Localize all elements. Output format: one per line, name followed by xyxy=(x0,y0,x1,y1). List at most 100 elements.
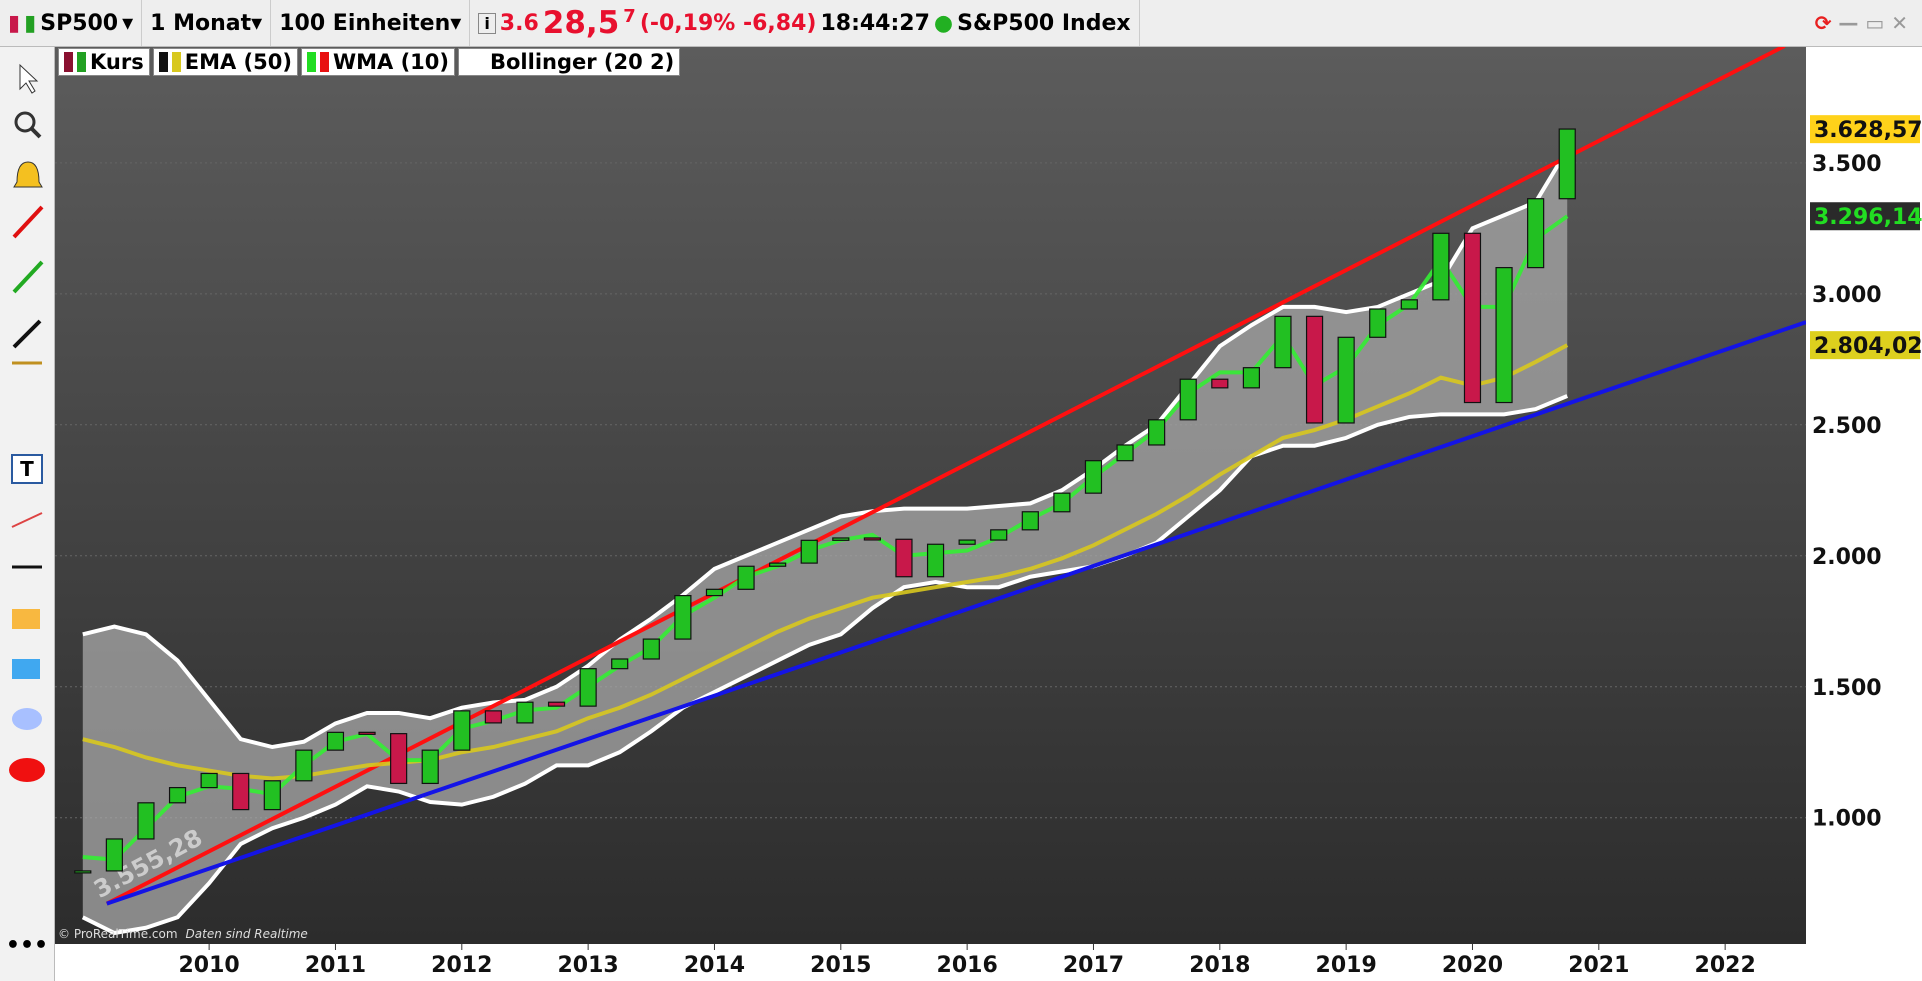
x-tick-label: 2021 xyxy=(1568,953,1629,978)
legend-item[interactable]: Kurs xyxy=(58,48,150,76)
footer-copyright: © ProRealTime.com xyxy=(58,927,178,941)
candle xyxy=(1558,128,1576,200)
price-part: 28,5 xyxy=(542,5,620,41)
ellipse-red-tool[interactable] xyxy=(9,758,45,782)
price-change: (-0,19% -6,84) xyxy=(639,10,817,36)
y-tick-label: 2.500 xyxy=(1812,414,1882,439)
candle xyxy=(1116,444,1134,462)
footer: © ProRealTime.com Daten sind Realtime xyxy=(58,927,308,941)
red-line-tool[interactable] xyxy=(12,205,44,239)
candle xyxy=(168,787,187,804)
candle xyxy=(1495,267,1513,404)
y-tick-label: 2.000 xyxy=(1812,545,1882,570)
symbol[interactable]: SP500 xyxy=(40,10,119,36)
period-box[interactable]: 1 Monat ▾ xyxy=(142,0,272,46)
time: 18:44:27 xyxy=(820,10,930,36)
candle xyxy=(358,731,376,735)
candle xyxy=(1211,378,1229,389)
tool-icons: T ••• xyxy=(6,63,48,958)
candle xyxy=(1463,232,1482,404)
green-line-tool[interactable] xyxy=(12,260,44,294)
y-tick-label: 3.500 xyxy=(1812,152,1882,177)
x-tick-label: 2011 xyxy=(305,953,366,978)
legend-swatch xyxy=(477,52,486,72)
plot: 3.555,28 xyxy=(55,46,1806,936)
channel-tool[interactable] xyxy=(11,512,43,528)
candle xyxy=(1179,378,1197,421)
text-tool[interactable] xyxy=(11,454,43,484)
price-tag xyxy=(1810,331,1920,360)
candle xyxy=(137,802,155,840)
symbol-box[interactable]: ▮ ▮ SP500 ▾ xyxy=(0,0,143,46)
price-tag-label: 3.628,57 xyxy=(1814,118,1922,143)
candle xyxy=(200,772,218,789)
x-tick-label: 2017 xyxy=(1063,953,1124,978)
legend-swatch xyxy=(464,52,473,72)
candle xyxy=(1432,232,1450,301)
rect2-tool[interactable] xyxy=(12,659,40,679)
candle xyxy=(484,710,502,724)
candle xyxy=(1148,419,1166,446)
more-tools[interactable]: ••• xyxy=(6,933,48,958)
window-controls[interactable]: ⟳ — ▭ ✕ xyxy=(1814,11,1908,35)
price-part: 3.6 xyxy=(499,10,539,36)
candle xyxy=(674,594,692,640)
zoom-tool[interactable] xyxy=(14,111,36,133)
period[interactable]: 1 Monat xyxy=(150,10,252,36)
candle xyxy=(705,588,724,597)
legend-label: Kurs xyxy=(90,50,144,74)
units-box[interactable]: 100 Einheiten ▾ xyxy=(271,0,471,46)
legend-swatch xyxy=(171,52,181,72)
candle xyxy=(1337,336,1355,424)
x-axis-panel xyxy=(55,944,1806,981)
candle xyxy=(547,701,566,707)
x-tick-label: 2012 xyxy=(431,953,492,978)
indicator-line xyxy=(82,343,1569,781)
legend-swatch xyxy=(158,52,168,72)
legend: Kurs EMA (50) WMA (10) Bollinger (20 2) xyxy=(58,48,681,76)
candle xyxy=(1021,511,1039,531)
candle xyxy=(105,838,123,872)
candle xyxy=(232,772,250,811)
candle xyxy=(769,562,787,567)
legend-item[interactable]: Bollinger (20 2) xyxy=(458,48,681,76)
cursor-tool[interactable] xyxy=(19,63,39,94)
units[interactable]: 100 Einheiten xyxy=(279,10,451,36)
candle xyxy=(611,658,629,670)
alert-tool[interactable] xyxy=(13,161,43,188)
candle xyxy=(1053,492,1071,513)
legend-swatch xyxy=(306,52,316,72)
price-part: 7 xyxy=(623,6,636,27)
svg-text:T: T xyxy=(20,457,34,481)
arrow-tool[interactable] xyxy=(12,319,42,349)
x-tick-label: 2018 xyxy=(1189,953,1250,978)
price-tag xyxy=(1810,115,1920,144)
candle xyxy=(642,638,660,660)
y-axis-panel xyxy=(1806,46,1922,981)
candle xyxy=(1242,367,1260,389)
x-tick-label: 2013 xyxy=(558,953,619,978)
price-tag-label: 2.804,02 xyxy=(1814,334,1922,359)
candle xyxy=(737,565,755,590)
x-tick-label: 2016 xyxy=(937,953,998,978)
legend-item[interactable]: EMA (50) xyxy=(152,48,298,76)
drawing-toolbar: T ••• xyxy=(0,47,55,981)
y-tick-label: 1.500 xyxy=(1812,676,1882,701)
candle xyxy=(895,538,913,578)
trendline xyxy=(106,320,1806,906)
candle xyxy=(579,668,597,707)
legend-swatch xyxy=(64,52,73,72)
price-tag xyxy=(1810,202,1920,231)
info-icon[interactable]: i xyxy=(478,12,496,34)
ellipse-tool[interactable] xyxy=(12,708,42,730)
status-dot: ● xyxy=(933,10,954,36)
legend-label: WMA (10) xyxy=(332,50,449,74)
legend-item[interactable]: WMA (10) xyxy=(300,48,455,76)
x-tick-label: 2015 xyxy=(810,953,871,978)
candle xyxy=(1305,315,1324,424)
candle xyxy=(421,749,439,785)
rect-tool[interactable] xyxy=(12,609,40,629)
candle xyxy=(800,539,818,564)
x-tick-label: 2020 xyxy=(1442,953,1503,978)
candle xyxy=(1084,460,1103,494)
